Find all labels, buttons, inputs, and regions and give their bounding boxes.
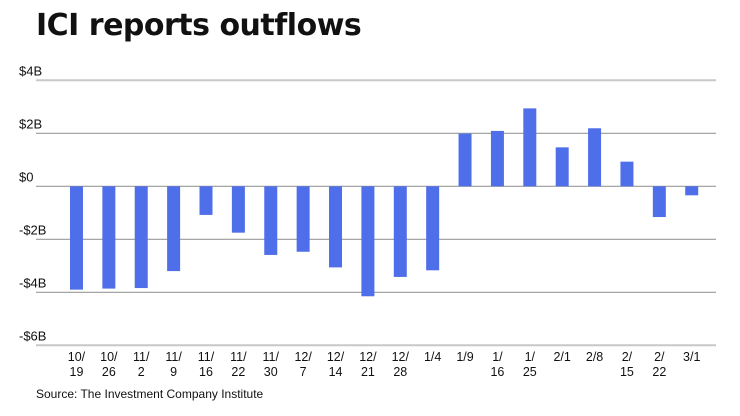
y-tick-label: -$6B — [19, 328, 46, 343]
x-tick-label: 11/2 — [133, 350, 150, 379]
x-tick-label: 3/1 — [683, 350, 700, 364]
x-tick-label: 11/22 — [230, 350, 247, 379]
bar — [620, 161, 634, 187]
bar — [393, 186, 407, 277]
x-tick-label: 11/16 — [198, 350, 215, 379]
bar — [231, 186, 245, 233]
x-tick-label: 11/9 — [165, 350, 182, 379]
bar — [329, 186, 343, 268]
y-tick-label: -$4B — [19, 275, 46, 290]
x-tick-label: 1/25 — [523, 350, 537, 379]
bar — [458, 133, 472, 187]
bar — [652, 186, 666, 218]
bar — [134, 186, 148, 289]
bar — [102, 186, 116, 289]
x-tick-label: 12/21 — [359, 350, 377, 379]
y-tick-label: $2B — [19, 116, 42, 131]
y-tick-label: $4B — [19, 63, 42, 78]
bar — [167, 186, 181, 272]
bar — [296, 186, 310, 252]
bar — [523, 108, 537, 187]
bar — [588, 128, 602, 187]
x-tick-label: 1/9 — [456, 350, 473, 364]
x-tick-label: 2/15 — [620, 350, 634, 379]
x-tick-label: 10/19 — [68, 350, 86, 379]
x-tick-label: 2/8 — [586, 350, 603, 364]
x-tick-label: 12/7 — [294, 350, 312, 379]
x-tick-label: 1/4 — [424, 350, 441, 364]
bar — [555, 147, 569, 187]
bar — [361, 186, 375, 297]
x-tick-label: 12/14 — [327, 350, 345, 379]
x-tick-label: 10/26 — [100, 350, 118, 379]
x-tick-label: 12/28 — [392, 350, 410, 379]
x-tick-label: 2/1 — [553, 350, 570, 364]
bar — [69, 186, 83, 290]
chart-title: ICI reports outflows — [36, 8, 362, 43]
y-tick-label: -$2B — [19, 222, 46, 237]
bar — [199, 186, 213, 215]
source-note: Source: The Investment Company Institute — [36, 387, 264, 401]
x-tick-label: 1/16 — [490, 350, 504, 379]
bar — [264, 186, 278, 255]
bar — [426, 186, 440, 271]
x-tick-label: 2/22 — [652, 350, 666, 379]
x-tick-label: 11/30 — [263, 350, 280, 379]
bar — [490, 130, 504, 187]
y-tick-label: $0 — [19, 169, 33, 184]
bar — [685, 186, 699, 196]
